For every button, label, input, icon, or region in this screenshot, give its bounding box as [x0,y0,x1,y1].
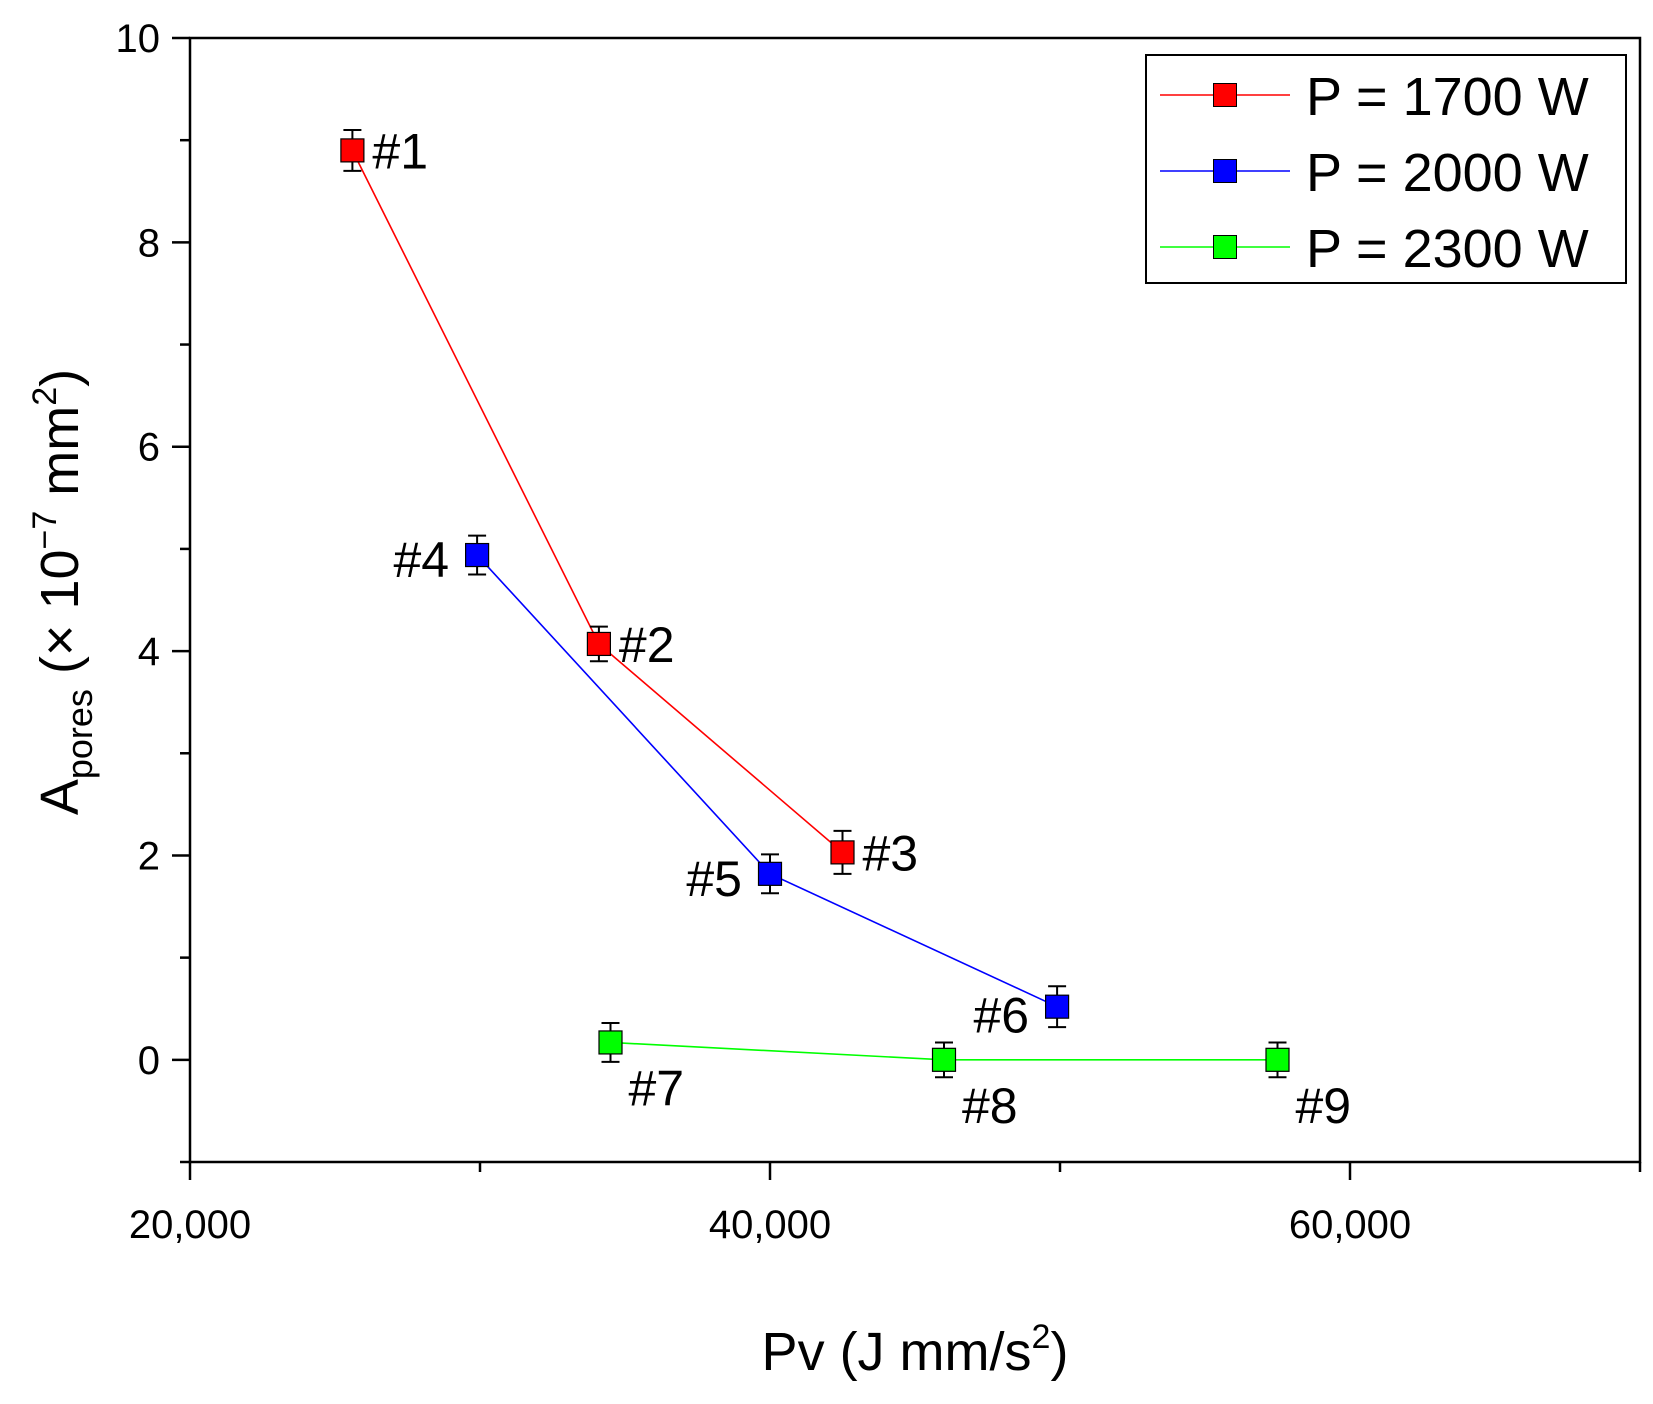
point-label: #1 [372,123,428,179]
data-point-marker [586,631,612,657]
point-label: #6 [973,988,1029,1044]
y-axis-title-tail: ) [30,369,90,387]
x-axis-title-main: Pv (J mm/s [762,1322,1032,1382]
data-point-marker [830,840,855,865]
data-point-marker [931,1047,957,1072]
data-point-marker [1265,1047,1290,1072]
y-axis-title-group: Apores (× 10−7 mm2) [26,369,100,815]
point-label: #5 [686,851,742,907]
point-labels: #1 #2 #3 #4 #5 #6 #7 #8 #9 [372,123,1351,1133]
y-axis-title-sup2: 2 [26,387,64,406]
x-axis-title-sup: 2 [1032,1318,1051,1356]
legend-label: P = 2300 W [1306,219,1589,279]
x-axis-title-tail: ) [1050,1322,1068,1382]
plot-frame [188,36,1642,1164]
series-line-2 [476,554,1058,1008]
y-axis-title: Apores (× 10−7 mm2) [26,369,100,815]
y-tick-label: 8 [138,221,160,265]
y-axis-title-sup1: −7 [26,511,64,550]
y-tick-label: 2 [138,834,160,878]
series-line-1 [351,150,844,853]
y-tick-label: 4 [138,630,160,674]
legend-label: P = 1700 W [1306,67,1589,127]
point-label: #8 [962,1078,1018,1134]
y-axis-title-mid: (× 10 [30,549,90,689]
data-point-marker [1044,994,1070,1019]
x-tick-label: 20,000 [129,1203,251,1247]
y-tick-label: 0 [138,1039,160,1083]
x-tick-label: 60,000 [1289,1203,1411,1247]
point-label: #2 [619,617,675,673]
y-tick-label: 6 [138,426,160,470]
point-label: #9 [1296,1078,1352,1134]
y-axis-title-sub: pores [59,689,100,779]
legend-marker [1213,159,1237,183]
point-label: #7 [629,1060,685,1116]
data-point-marker [340,138,365,163]
point-label: #4 [393,532,449,588]
y-tick-label: 10 [116,17,161,61]
legend: P = 1700 W P = 2000 W P = 2300 W [1145,54,1627,284]
y-axis-title-mid2: mm [30,406,90,511]
legend-label: P = 2000 W [1306,143,1589,203]
x-axis-title: Pv (J mm/s2) [762,1318,1069,1382]
legend-marker [1213,83,1237,107]
legend-marker [1213,235,1237,259]
x-tick-label: 40,000 [709,1203,831,1247]
data-point-marker [598,1030,623,1055]
data-point-marker [757,861,783,886]
data-point-marker [465,542,490,568]
y-axis-title-main: A [30,779,90,815]
series-lines [351,150,1278,1061]
point-label: #3 [863,825,919,881]
data-points [340,138,1290,1072]
